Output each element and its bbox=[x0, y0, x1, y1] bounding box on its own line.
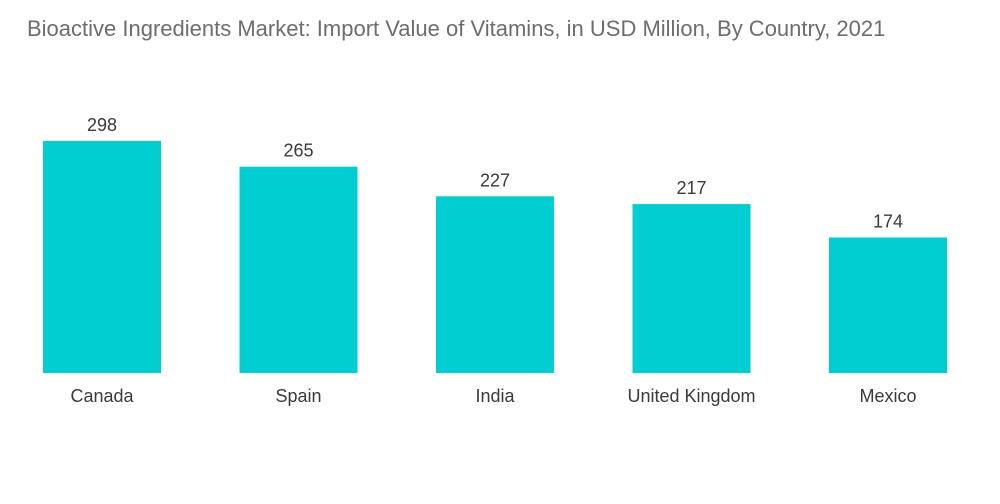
bar-canada bbox=[43, 141, 161, 373]
bar-mexico bbox=[829, 237, 947, 373]
bar-spain bbox=[239, 166, 358, 373]
chart-title: Bioactive Ingredients Market: Import Val… bbox=[27, 16, 886, 41]
data-label-spain: 265 bbox=[283, 141, 313, 161]
bar-india bbox=[436, 196, 554, 373]
data-label-canada: 298 bbox=[87, 115, 117, 135]
category-label-canada: Canada bbox=[70, 386, 134, 406]
category-label-spain: Spain bbox=[275, 386, 321, 406]
data-label-mexico: 174 bbox=[873, 212, 903, 232]
category-label-india: India bbox=[475, 386, 515, 406]
data-label-india: 227 bbox=[480, 170, 510, 190]
category-label-mexico: Mexico bbox=[859, 386, 916, 406]
category-label-united-kingdom: United Kingdom bbox=[627, 386, 755, 406]
data-label-united-kingdom: 217 bbox=[676, 178, 706, 198]
bar-united-kingdom bbox=[632, 204, 751, 373]
